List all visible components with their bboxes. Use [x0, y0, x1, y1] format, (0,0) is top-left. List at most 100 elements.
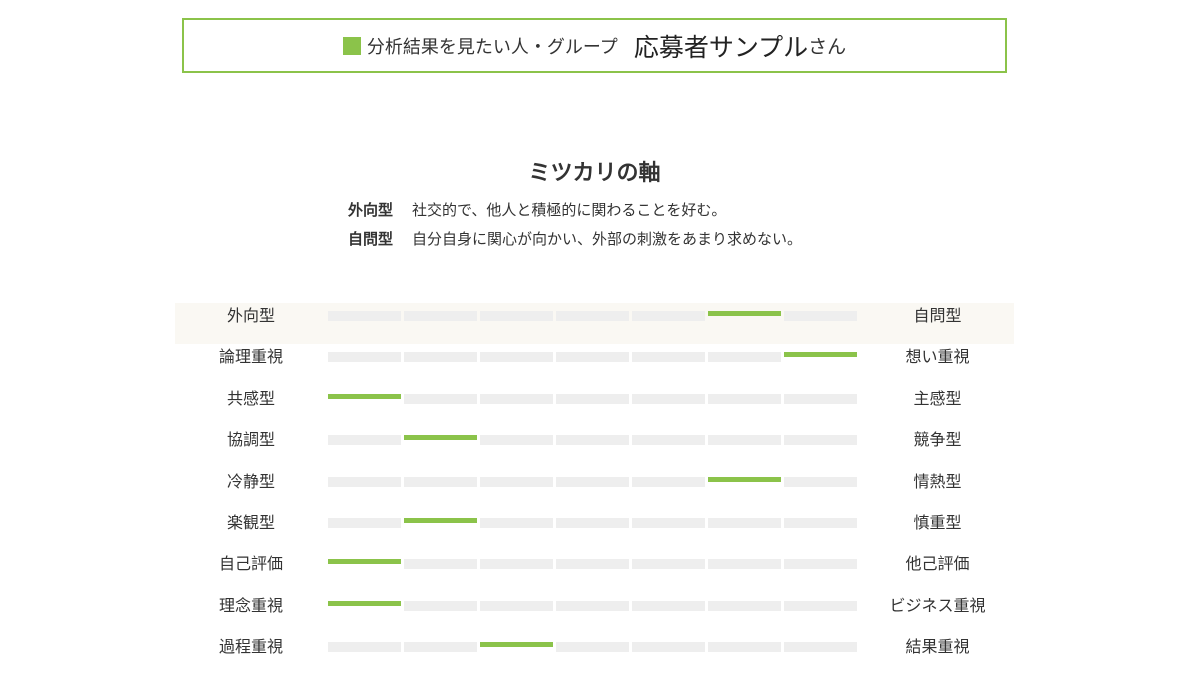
scale-cell	[556, 642, 629, 653]
axis-left-label: 理念重視	[218, 595, 283, 615]
scale-marker	[328, 559, 401, 565]
scale-cell	[480, 352, 553, 363]
scale-cell	[556, 600, 629, 611]
scale-marker	[328, 600, 401, 606]
scale-cell	[404, 352, 477, 363]
axis-left-label: 冷静型	[226, 471, 275, 491]
scale-cell	[708, 517, 781, 528]
axis-row: 共感型 主感型	[175, 386, 1014, 427]
scale-cell	[632, 642, 705, 653]
scale-cell	[328, 352, 401, 363]
axis-right-label: 主感型	[913, 388, 962, 408]
scale-cell	[556, 352, 629, 363]
scale-cell	[784, 435, 857, 446]
scale-cell	[404, 476, 477, 487]
legend-item: 自問型 自分自身に関心が向かい、外部の刺激をあまり求めない。	[348, 225, 802, 254]
scale-cell	[708, 559, 781, 570]
axis-left-label: 協調型	[226, 430, 275, 450]
scale-cell	[480, 559, 553, 570]
scale-marker	[328, 393, 401, 399]
axis-list: 外向型 自問型論理重視 想い重視共感型 主感型協調型 競争型冷静型 情熱型楽観型 慎重型自己…	[175, 303, 1014, 676]
scale-cell	[328, 476, 401, 487]
green-square-icon	[342, 36, 361, 55]
scale-marker	[404, 435, 477, 441]
axis-right-label: 慎重型	[913, 512, 962, 532]
scale-marker	[708, 311, 781, 316]
scale-cell	[784, 642, 857, 653]
legend-description: 自分自身に関心が向かい、外部の刺激をあまり求めない。	[412, 230, 803, 248]
header-label: 分析結果を見たい人・グループ	[366, 36, 618, 58]
axis-left-label: 楽観型	[226, 512, 275, 532]
scale-cell	[480, 311, 553, 321]
scale-cell	[784, 517, 857, 528]
target-person-header: 分析結果を見たい人・グループ 応募者サンプル さん	[182, 18, 1007, 73]
scale-cell	[556, 393, 629, 404]
scale-cell	[404, 393, 477, 404]
axis-left-label: 共感型	[226, 388, 275, 408]
scale-cell	[404, 311, 477, 321]
axis-legend: 外向型 社交的で、他人と積極的に関わることを好む。 自問型 自分自身に関心が向か…	[348, 196, 802, 254]
axis-left-label: 外向型	[226, 306, 275, 325]
scale-cell	[784, 600, 857, 611]
scale-cell	[404, 600, 477, 611]
scale-cell	[708, 393, 781, 404]
axis-scale	[328, 559, 859, 570]
scale-cell	[556, 517, 629, 528]
axis-scale	[328, 600, 859, 611]
legend-term: 外向型	[348, 201, 394, 219]
axis-scale	[328, 476, 859, 487]
axis-row: 自己評価 他己評価	[175, 551, 1014, 592]
axis-scale	[328, 517, 859, 528]
axis-row: 過程重視 結果重視	[175, 634, 1014, 675]
scale-cell	[556, 559, 629, 570]
scale-cell	[632, 600, 705, 611]
scale-cell	[404, 559, 477, 570]
legend-term: 自問型	[348, 230, 394, 248]
name-suffix: さん	[808, 36, 847, 58]
scale-cell	[480, 393, 553, 404]
axis-row: 協調型 競争型	[175, 427, 1014, 468]
scale-cell	[480, 476, 553, 487]
scale-cell	[784, 311, 857, 321]
scale-cell	[784, 476, 857, 487]
scale-cell	[480, 600, 553, 611]
scale-cell	[784, 559, 857, 570]
scale-cell	[708, 352, 781, 363]
axis-scale	[328, 311, 859, 321]
axis-section-title: ミツカリの軸	[528, 161, 661, 186]
scale-marker	[708, 476, 781, 482]
axis-left-label: 自己評価	[218, 554, 283, 574]
legend-description: 社交的で、他人と積極的に関わることを好む。	[412, 201, 727, 219]
axis-right-label: 競争型	[913, 430, 962, 450]
scale-marker	[404, 517, 477, 523]
axis-right-label: 想い重視	[905, 347, 970, 367]
axis-right-label: ビジネス重視	[889, 595, 986, 615]
axis-row: 論理重視 想い重視	[175, 344, 1014, 385]
scale-cell	[632, 559, 705, 570]
axis-scale	[328, 393, 859, 404]
axis-scale	[328, 435, 859, 446]
axis-row: 理念重視 ビジネス重視	[175, 593, 1014, 634]
scale-cell	[632, 517, 705, 528]
scale-marker	[784, 352, 857, 358]
scale-cell	[708, 435, 781, 446]
scale-cell	[632, 435, 705, 446]
scale-cell	[708, 642, 781, 653]
scale-cell	[328, 435, 401, 446]
scale-cell	[328, 311, 401, 321]
scale-cell	[556, 435, 629, 446]
axis-right-label: 情熱型	[913, 471, 962, 491]
scale-cell	[708, 600, 781, 611]
scale-cell	[480, 517, 553, 528]
axis-row: 楽観型 慎重型	[175, 510, 1014, 551]
scale-cell	[480, 435, 553, 446]
scale-cell	[632, 311, 705, 321]
axis-row: 外向型 自問型	[175, 303, 1014, 345]
axis-right-label: 結果重視	[905, 637, 970, 657]
scale-cell	[328, 642, 401, 653]
scale-cell	[556, 311, 629, 321]
scale-cell	[404, 642, 477, 653]
axis-right-label: 自問型	[913, 306, 962, 325]
axis-scale	[328, 642, 859, 653]
axis-left-label: 論理重視	[218, 347, 283, 367]
